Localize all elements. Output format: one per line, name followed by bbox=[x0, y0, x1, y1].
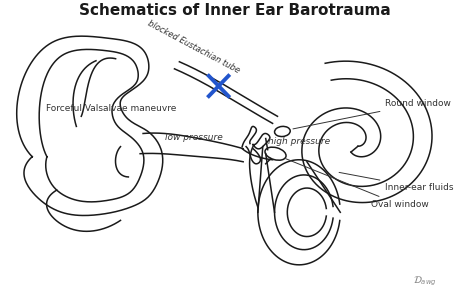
Ellipse shape bbox=[265, 147, 286, 160]
Text: low pressure: low pressure bbox=[165, 132, 223, 142]
Text: blocked Eustachian tube: blocked Eustachian tube bbox=[146, 19, 242, 75]
Text: Forceful Valsalvae maneuvre: Forceful Valsalvae maneuvre bbox=[46, 104, 176, 113]
Text: $\mathcal{D}_{awg}$: $\mathcal{D}_{awg}$ bbox=[413, 274, 437, 288]
Ellipse shape bbox=[274, 126, 290, 136]
Text: Inner-ear fluids: Inner-ear fluids bbox=[339, 172, 454, 192]
Title: Schematics of Inner Ear Barotrauma: Schematics of Inner Ear Barotrauma bbox=[80, 3, 391, 18]
Text: Oval window: Oval window bbox=[286, 159, 428, 209]
Text: high pressure: high pressure bbox=[268, 136, 330, 146]
Text: Round window: Round window bbox=[293, 99, 451, 129]
